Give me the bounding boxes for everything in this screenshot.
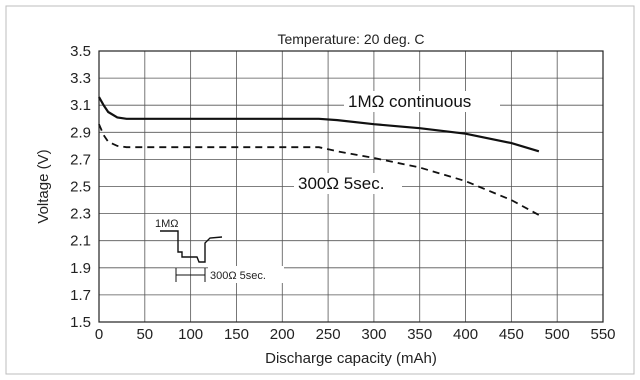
- x-tick-label: 450: [499, 326, 524, 343]
- text-labels: 1MΩ continuous 300Ω 5sec. Temperature: 20 …: [35, 31, 500, 367]
- y-tick-label: 2.7: [70, 151, 91, 168]
- y-tick-label: 3.5: [70, 43, 91, 60]
- y-tick-label: 3.3: [70, 70, 91, 87]
- x-tick-label: 200: [270, 326, 295, 343]
- x-tick-label: 150: [224, 326, 249, 343]
- tick-labels: 0 50 100 150 200 250 300 350 400 450 500 550 1.5 1.7 1…: [70, 43, 615, 343]
- x-tick-label: 300: [361, 326, 386, 343]
- inset-label-bottom-bg: [208, 266, 284, 283]
- y-tick-label: 1.5: [70, 314, 91, 331]
- series-line-300-5sec: [98, 123, 540, 216]
- x-tick-label: 0: [95, 326, 103, 343]
- x-tick-label: 400: [453, 326, 478, 343]
- y-tick-label: 1.9: [70, 260, 91, 277]
- x-axis-title: Discharge capacity (mAh): [265, 350, 437, 367]
- pulse-inset: 1MΩ 300Ω 5sec.: [152, 214, 284, 283]
- x-tick-label: 50: [136, 326, 153, 343]
- chart-title: Temperature: 20 deg. C: [277, 31, 424, 47]
- series-group: [98, 96, 540, 216]
- series-label-300-5sec: 300Ω 5sec.: [298, 174, 384, 193]
- y-axis-title: Voltage (V): [35, 149, 52, 223]
- x-tick-label: 500: [545, 326, 570, 343]
- y-tick-label: 2.3: [70, 206, 91, 223]
- inset-label-top-bg: [152, 214, 184, 232]
- y-tick-label: 2.9: [70, 124, 91, 141]
- y-tick-label: 3.1: [70, 97, 91, 114]
- x-tick-label: 250: [316, 326, 341, 343]
- series-label-1m-continuous: 1MΩ continuous: [348, 92, 471, 111]
- series-label-1m-continuous-bg: [344, 91, 500, 112]
- pulse-waveform: [160, 230, 223, 263]
- x-tick-label: 100: [178, 326, 203, 343]
- x-tick-label: 550: [590, 326, 615, 343]
- series-label-300-5sec-bg: [294, 173, 402, 194]
- y-tick-label: 2.5: [70, 179, 91, 196]
- series-line-1m-continuous: [98, 96, 540, 153]
- x-tick-label: 350: [407, 326, 432, 343]
- y-tick-label: 1.7: [70, 287, 91, 304]
- inset-label-300-5sec: 300Ω 5sec.: [210, 270, 266, 282]
- y-tick-label: 2.1: [70, 233, 91, 250]
- inset-label-1m: 1MΩ: [155, 218, 179, 230]
- plot-border: [98, 50, 604, 323]
